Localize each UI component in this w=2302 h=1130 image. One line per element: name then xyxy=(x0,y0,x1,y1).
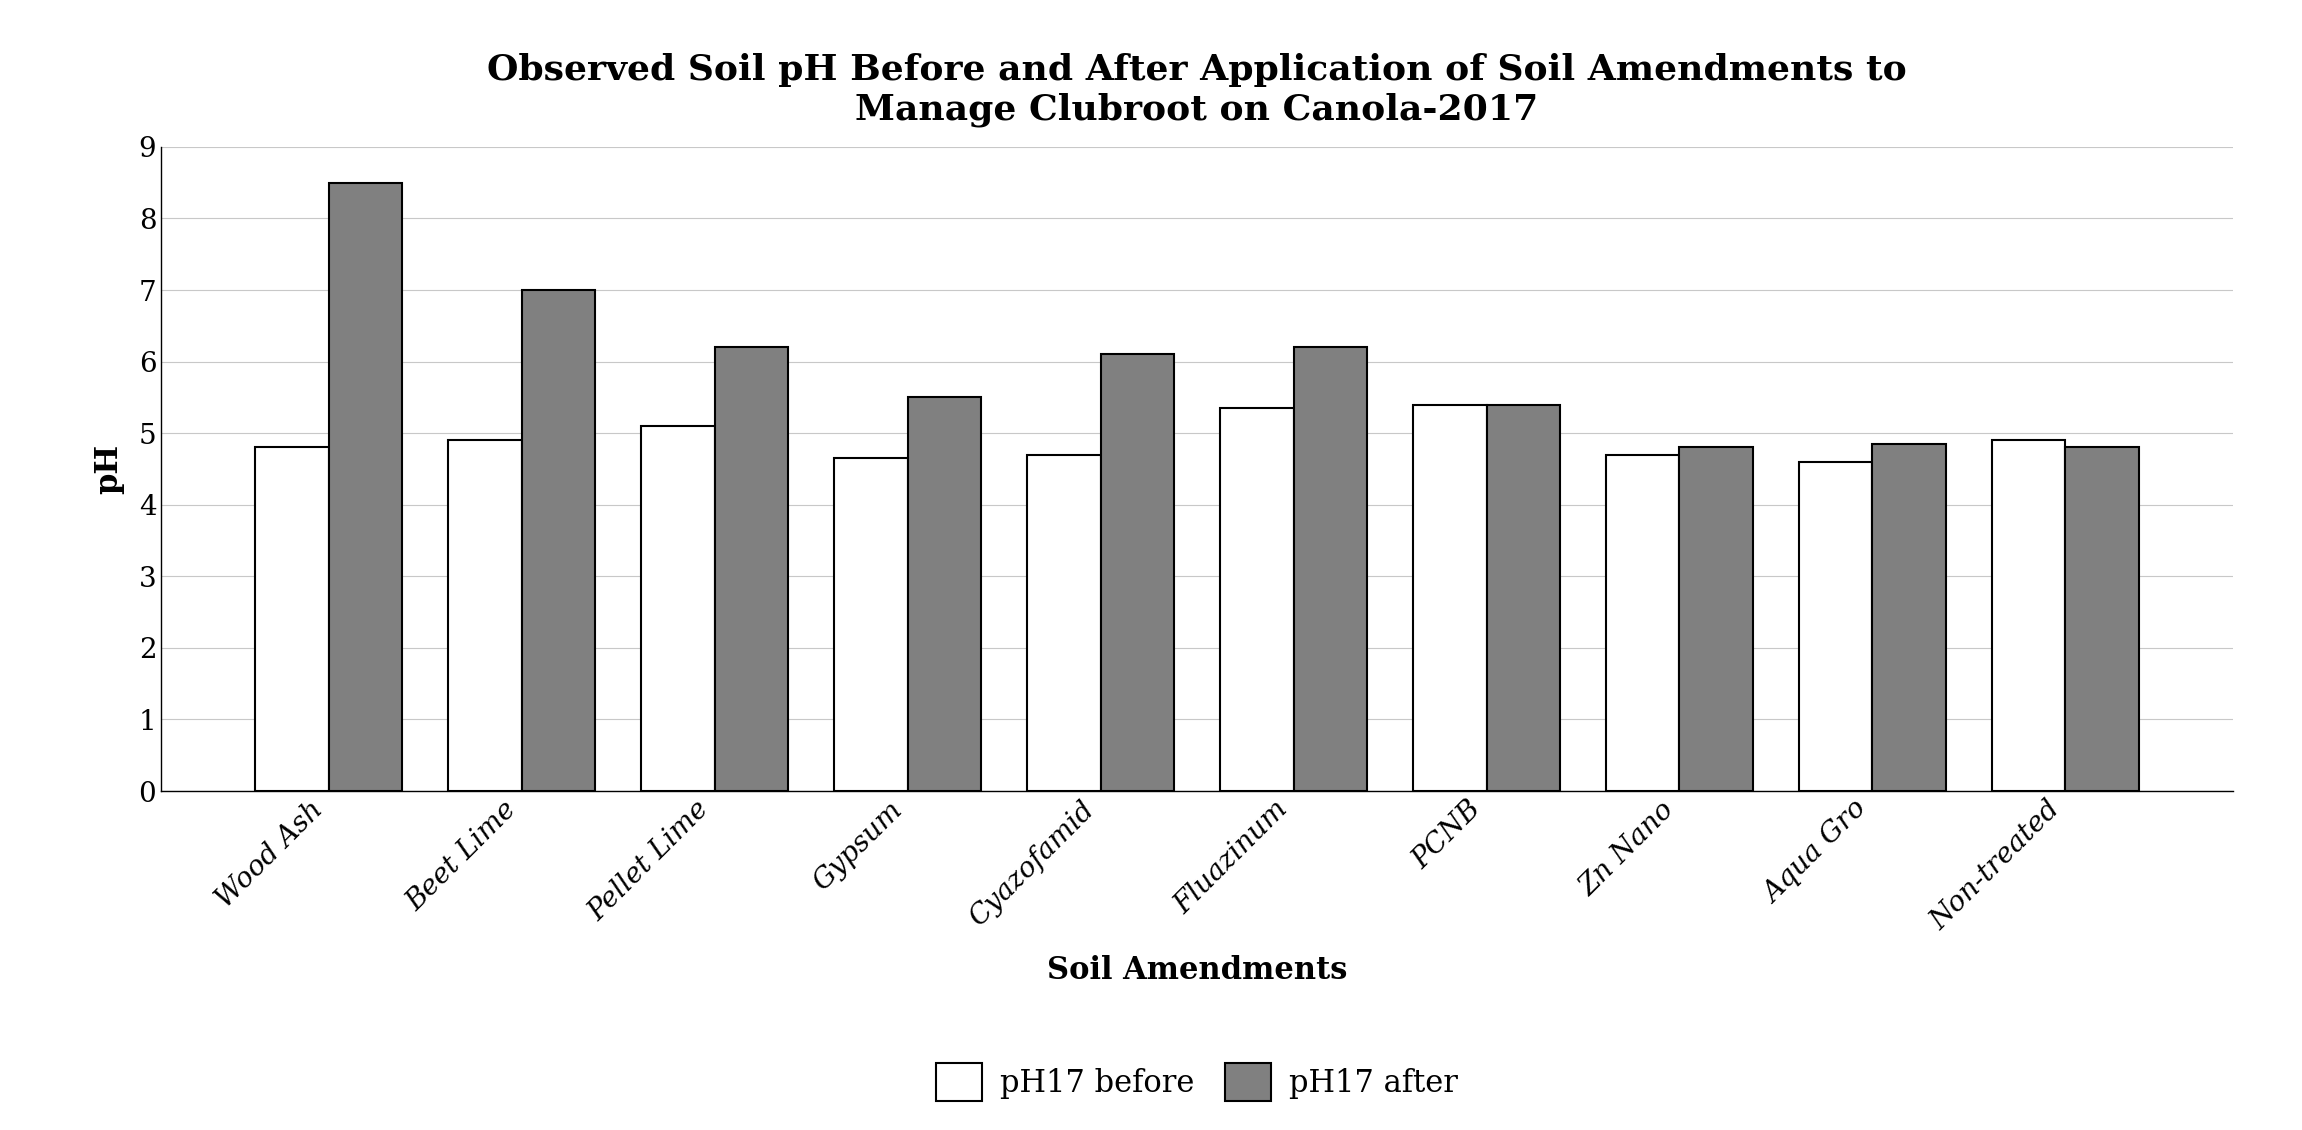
Bar xyxy=(1220,408,1294,791)
Bar xyxy=(1872,444,1945,791)
Bar xyxy=(1487,405,1561,791)
Bar xyxy=(1800,462,1872,791)
Bar xyxy=(1027,454,1100,791)
Bar xyxy=(907,398,981,791)
Bar xyxy=(2065,447,2139,791)
Bar xyxy=(449,441,523,791)
Bar xyxy=(256,447,329,791)
Legend: pH17 before, pH17 after: pH17 before, pH17 after xyxy=(923,1051,1471,1113)
Bar xyxy=(1294,347,1367,791)
Bar xyxy=(329,183,403,791)
Bar xyxy=(1680,447,1752,791)
Bar xyxy=(1991,441,2065,791)
X-axis label: Soil Amendments: Soil Amendments xyxy=(1047,955,1347,986)
Bar xyxy=(523,290,594,791)
Title: Observed Soil pH Before and After Application of Soil Amendments to
Manage Clubr: Observed Soil pH Before and After Applic… xyxy=(488,53,1906,127)
Bar xyxy=(833,459,907,791)
Bar xyxy=(1100,355,1174,791)
Bar xyxy=(1413,405,1487,791)
Bar xyxy=(642,426,714,791)
Bar xyxy=(1607,454,1680,791)
Y-axis label: pH: pH xyxy=(94,444,124,494)
Bar xyxy=(714,347,787,791)
